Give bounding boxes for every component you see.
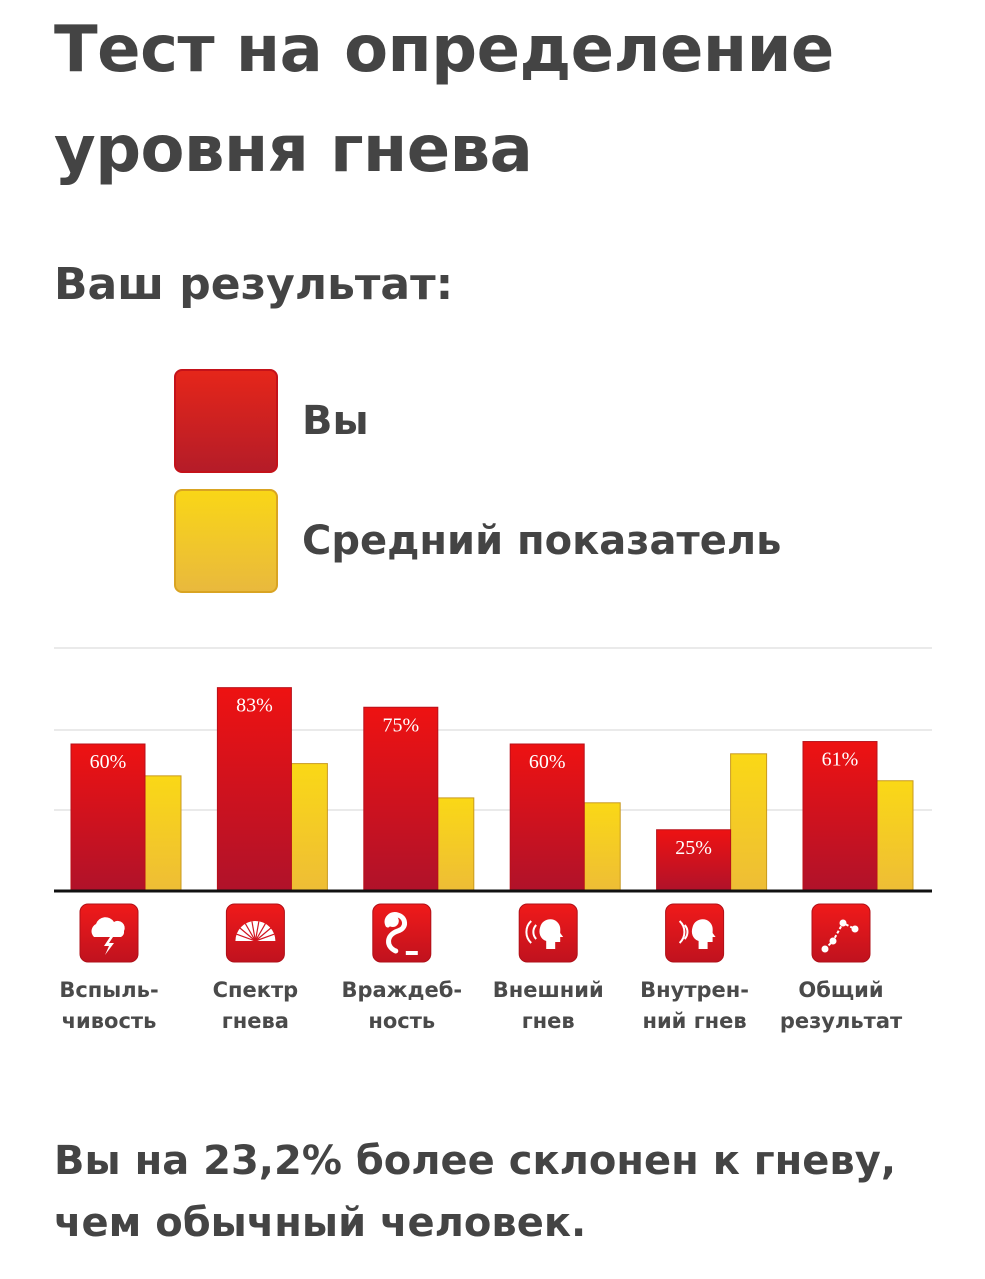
- bar-average: [290, 763, 328, 892]
- bar-you: [656, 829, 732, 892]
- category-label: ний гнев: [642, 1009, 746, 1033]
- bar-average: [144, 775, 182, 892]
- bar-average: [583, 802, 621, 892]
- legend-swatch-average: [174, 489, 278, 593]
- bar-value-label: 75%: [382, 714, 419, 736]
- category-label: Вспыль-: [59, 978, 158, 1002]
- lightning-cloud-icon: [79, 903, 139, 963]
- bar-value-label: 25%: [675, 837, 712, 859]
- category-label: Внутрен-: [640, 978, 749, 1002]
- bar-value-label: 60%: [90, 751, 127, 773]
- legend-label-average: Средний показатель: [302, 518, 782, 564]
- bar-average: [876, 780, 914, 892]
- legend-label-you: Вы: [302, 398, 369, 444]
- speaking-head-icon: [518, 903, 578, 963]
- anger-chart: 60% Вспыль-чивость 83% Спектр гнева 75% Вражде…: [54, 647, 932, 1033]
- category-label: Общий: [798, 978, 883, 1002]
- category-label: Внешний: [493, 978, 604, 1002]
- bar-average: [730, 753, 768, 892]
- category-label: гнев: [522, 1009, 575, 1033]
- bar-value-label: 60%: [529, 751, 566, 773]
- category-label: результат: [780, 1009, 903, 1033]
- graph-chart-icon: [811, 903, 871, 963]
- cobra-icon: [372, 903, 432, 963]
- bar-you: [802, 741, 878, 892]
- category-label: Спектр: [213, 978, 299, 1002]
- result-conclusion: Вы на 23,2% более склонен к гневу, чем о…: [54, 1138, 897, 1246]
- inner-voice-head-icon: [665, 903, 725, 963]
- category-label: чивость: [62, 1009, 157, 1033]
- bar-value-label: 61%: [822, 749, 859, 771]
- category-label: Враждеб-: [341, 978, 462, 1002]
- page-title: Тест на определение уровня гнева: [54, 13, 834, 187]
- bar-value-label: 83%: [236, 695, 273, 717]
- spectrum-fan-icon: [225, 903, 285, 963]
- bar-you: [216, 687, 292, 892]
- category-label: ность: [368, 1009, 435, 1033]
- result-heading: Ваш результат:: [54, 259, 454, 310]
- legend-swatch-you: [174, 369, 278, 473]
- category-label: гнева: [222, 1009, 289, 1033]
- bar-average: [437, 797, 475, 892]
